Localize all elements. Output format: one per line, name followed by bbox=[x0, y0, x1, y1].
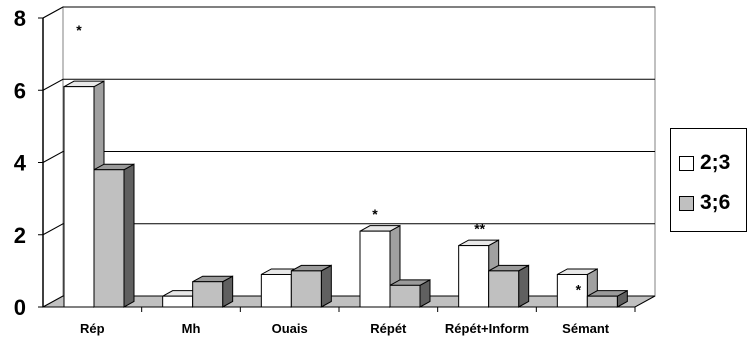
chart-walls bbox=[42, 6, 656, 308]
significance-marker: * bbox=[372, 206, 378, 222]
y-tick-label: 4 bbox=[14, 151, 27, 176]
y-tick-label: 0 bbox=[14, 295, 26, 320]
legend-item-series-2: 3;6 bbox=[679, 191, 730, 215]
gridline bbox=[42, 151, 655, 163]
legend: 2;3 3;6 bbox=[670, 128, 747, 232]
gridlines bbox=[42, 6, 655, 236]
legend-swatch-series-2 bbox=[679, 195, 694, 211]
x-tick-label: Répét bbox=[370, 321, 407, 336]
legend-label-series-2: 3;6 bbox=[700, 191, 731, 214]
x-tick-label: Sémant bbox=[562, 321, 610, 336]
bars bbox=[63, 80, 628, 308]
bar-2-3 bbox=[290, 264, 332, 308]
bar-2-1 bbox=[93, 163, 135, 308]
significance-marker: * bbox=[76, 22, 82, 38]
gridline bbox=[42, 223, 655, 236]
significance-annotations: ***** bbox=[76, 22, 581, 297]
x-tick-label: Rép bbox=[80, 321, 105, 336]
y-tick-label: 8 bbox=[14, 6, 26, 31]
x-tick-label: Répét+Inform bbox=[445, 321, 529, 336]
gridline bbox=[42, 6, 655, 19]
x-axis-labels: Rép Mh Ouais Répét Répét+Inform Sémant bbox=[80, 307, 636, 336]
x-tick-label: Ouais bbox=[272, 321, 308, 336]
bar-2-4 bbox=[389, 278, 431, 308]
bar-2-6 bbox=[586, 289, 628, 308]
y-axis-ticks: 0 2 4 6 8 bbox=[14, 6, 43, 320]
significance-marker: ** bbox=[474, 221, 485, 237]
bar-1-4 bbox=[359, 224, 401, 308]
bar-2-5 bbox=[488, 264, 530, 308]
legend-swatch-series-1 bbox=[679, 155, 694, 171]
bar-2-2 bbox=[192, 275, 234, 308]
legend-item-series-1: 2;3 bbox=[679, 151, 730, 175]
significance-marker: * bbox=[576, 281, 582, 297]
y-tick-label: 6 bbox=[14, 78, 26, 103]
x-tick-label: Mh bbox=[182, 321, 201, 336]
gridline bbox=[42, 78, 655, 91]
legend-label-series-1: 2;3 bbox=[700, 151, 731, 174]
y-tick-label: 2 bbox=[14, 223, 26, 248]
